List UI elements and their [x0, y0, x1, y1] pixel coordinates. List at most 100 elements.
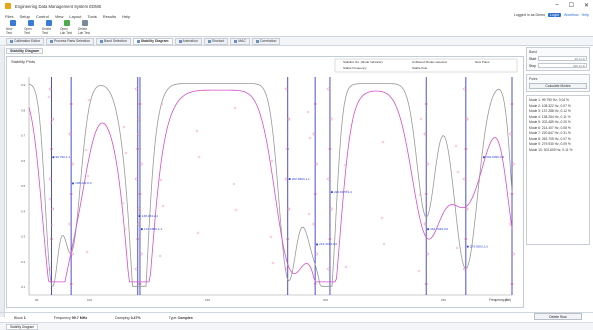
- tab-shortcut[interactable]: Shortcut: [203, 37, 229, 45]
- new-test-button[interactable]: New Test: [6, 20, 19, 35]
- workflow-link[interactable]: Workflow: [563, 13, 579, 17]
- delete-lab-test-icon: [81, 20, 88, 26]
- tab-stability-diagram[interactable]: Stability Diagram: [132, 37, 173, 45]
- pole-marker: [285, 177, 288, 181]
- help-link[interactable]: Help: [581, 13, 589, 17]
- mode-label: 262.7049,0,0: [430, 227, 448, 231]
- open-lab-test-button[interactable]: Open Lab Test: [60, 20, 73, 35]
- mode-list-item[interactable]: Mode 2: 108.322 Hz, 0.07 %: [529, 103, 571, 108]
- pole-marker: [286, 147, 290, 151]
- status-block: Block 1: [14, 315, 26, 320]
- open-test-button[interactable]: Open Test: [24, 20, 37, 35]
- unstable-pole-marker: [160, 102, 164, 106]
- stable-pole-marker: +: [287, 192, 289, 196]
- stable-pole-marker: +: [329, 192, 331, 196]
- pole-marker: [313, 102, 317, 106]
- stable-pole-marker: +: [329, 132, 331, 136]
- delete-lab-test-button[interactable]: Delete Lab Test: [78, 20, 91, 35]
- pole-marker: [135, 87, 138, 91]
- pole-marker: [314, 252, 318, 256]
- tab-mac[interactable]: MAC: [230, 37, 250, 45]
- mode-list-item[interactable]: Mode 10: 302.609 Hz, 0.11 %: [529, 147, 573, 152]
- mode-label-marker: [140, 228, 143, 231]
- unstable-pole-marker: [307, 212, 311, 216]
- mode-label: 138.254,2,2: [142, 214, 159, 218]
- menu-view[interactable]: View: [54, 13, 64, 19]
- toolbar: New Test Open Test Delete Test Open Lab …: [0, 20, 593, 35]
- pole-marker: [327, 267, 331, 271]
- stable-pole-marker: +: [511, 117, 513, 121]
- pole-marker: [287, 117, 291, 121]
- stable-pole-marker: +: [314, 147, 316, 151]
- pole-marker: [70, 252, 74, 256]
- stop-row: Stop 300.0 Hz: [529, 63, 587, 68]
- unstable-pole-marker: [344, 265, 348, 269]
- stable-pole-marker: +: [425, 147, 427, 151]
- stable-pole-marker: +: [425, 117, 427, 121]
- login-button[interactable]: Login: [548, 13, 561, 17]
- unstable-pole-marker: [87, 98, 91, 102]
- pole-marker: [48, 87, 52, 91]
- menu-layout[interactable]: Layout: [69, 13, 82, 19]
- menu-help[interactable]: Help: [122, 13, 131, 19]
- menu-control[interactable]: Control: [35, 13, 49, 19]
- delete-row-button[interactable]: Delete Row: [534, 313, 582, 320]
- mode-label: 279.9303,1,3: [470, 244, 488, 248]
- stable-pole-marker: +: [51, 252, 53, 256]
- mode-list-item[interactable]: Mode 9: 279.930 Hz, 0.09 %: [529, 142, 571, 146]
- menu-tools[interactable]: Tools: [87, 13, 97, 19]
- start-input[interactable]: 90.0 Hz: [538, 56, 587, 61]
- unstable-pole-marker: [122, 125, 126, 129]
- mode-label: 220.8470,1,4: [334, 190, 352, 194]
- mode-label-marker: [427, 228, 430, 231]
- mode-list-item[interactable]: Mode 5: 202.489 Hz, 0.20 %: [529, 120, 571, 124]
- menu-results[interactable]: Results: [102, 13, 117, 19]
- tab-process-parts[interactable]: Process Parts Selection: [46, 37, 95, 45]
- pole-marker: [70, 162, 74, 166]
- pole-marker: [51, 117, 55, 121]
- mode-list-item[interactable]: Mode 4: 138.254 Hz, 0.11 %: [529, 114, 571, 119]
- chart-marks: 0.9 0.8 0.7 0.6 0.5 0.4 0.3 0.2 0.1 90 100 150 200 25…: [21, 77, 515, 302]
- stable-pole-marker: +: [425, 177, 427, 181]
- pole-marker: [424, 282, 428, 286]
- tab-animation[interactable]: Animation: [174, 37, 202, 45]
- unstable-pole-marker: [48, 197, 52, 201]
- minimize-button[interactable]: –: [555, 2, 559, 8]
- maximize-button[interactable]: ☐: [568, 3, 574, 9]
- stable-pole-marker: +: [137, 192, 139, 196]
- unstable-pole-marker: [232, 182, 236, 186]
- pole-marker: [465, 207, 469, 211]
- unstable-pole-marker: [418, 193, 422, 197]
- mode-label-marker: [52, 156, 55, 159]
- stability-chart[interactable]: Stability Plots Stabilize No. (Mode Indi…: [6, 56, 524, 308]
- poles-box: Poles Calculate Modes: [526, 74, 590, 92]
- mode-list-item[interactable]: Mode 3: 137.288 Hz, 0.12 %: [529, 109, 571, 113]
- stable-pole-marker: +: [51, 132, 53, 136]
- tab-band-selection[interactable]: Band Selection: [96, 37, 131, 45]
- stable-pole-marker: +: [465, 282, 467, 286]
- subtab-stability-diagram[interactable]: Stability Diagram: [6, 48, 44, 54]
- stable-pole-marker: +: [287, 102, 289, 106]
- tab-correlation[interactable]: Correlation: [251, 37, 281, 45]
- unstable-pole-marker: [456, 170, 460, 174]
- stable-pole-marker: +: [465, 102, 467, 106]
- stable-pole-marker: +: [139, 177, 141, 181]
- close-button[interactable]: ✕: [583, 3, 589, 9]
- mode-list[interactable]: Mode 1: 99.790 Hz, 0.04 % Mode 2: 108.322…: [526, 95, 590, 245]
- stable-pole-marker: +: [139, 207, 141, 211]
- mode-list-item[interactable]: Mode 6: 214.407 Hz, 0.08 %: [529, 125, 571, 130]
- menu-files[interactable]: Files: [5, 13, 14, 19]
- mode-list-item[interactable]: Mode 7: 220.847 Hz, 0.31 %: [529, 131, 571, 135]
- stable-pole-marker: +: [329, 222, 331, 226]
- calculate-modes-button[interactable]: Calculate Modes: [529, 83, 587, 89]
- mode-list-item[interactable]: Mode 8: 262.705 Hz, 0.07 %: [529, 136, 571, 141]
- tab-icon: [178, 39, 182, 43]
- mode-list-item[interactable]: Mode 1: 99.790 Hz, 0.04 %: [529, 98, 569, 102]
- pole-marker: [137, 207, 141, 211]
- bottom-tab-stability[interactable]: Stability Diagram: [6, 324, 39, 330]
- stop-input[interactable]: 300.0 Hz: [537, 63, 587, 68]
- delete-test-button[interactable]: Delete Test: [42, 20, 55, 35]
- tab-calibration-editor[interactable]: Calibration Editor: [6, 37, 45, 45]
- tab-icon: [207, 39, 211, 43]
- menu-setup[interactable]: Setup: [19, 13, 30, 19]
